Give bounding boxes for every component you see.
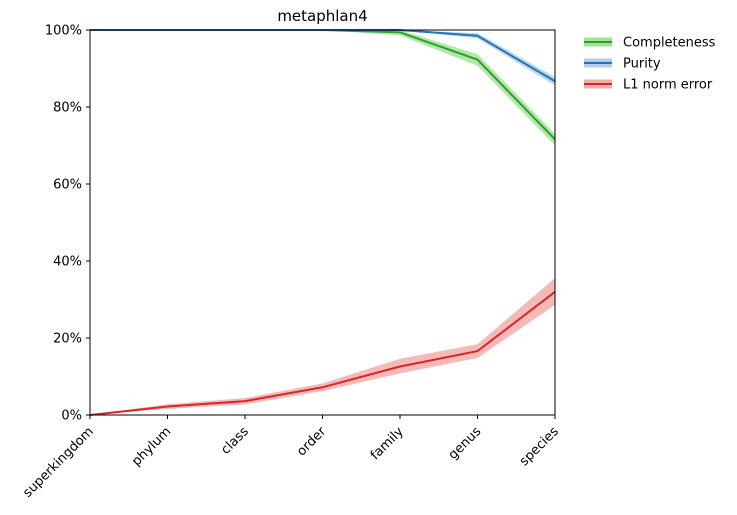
y-tick-label: 60% <box>53 178 82 193</box>
completeness-legend-label: Completeness <box>623 36 716 51</box>
x-axis: superkingdom phylum class order family genus s… <box>20 415 562 501</box>
y-tick-label: 20% <box>53 332 82 347</box>
completeness-line <box>90 29 556 141</box>
x-tick-label: order <box>294 424 330 460</box>
l1-norm-error-line <box>89 291 556 416</box>
plot-frame <box>89 29 556 416</box>
l1-norm-error-legend-label: L1 norm error <box>623 78 713 93</box>
purity-band <box>90 30 555 86</box>
x-tick-label: phylum <box>129 424 174 469</box>
y-tick-label: 100% <box>45 24 82 39</box>
y-tick-label: 0% <box>61 409 82 424</box>
legend: Completeness Purity L1 norm error <box>584 36 716 93</box>
purity-legend-label: Purity <box>623 57 661 72</box>
x-tick-label: species <box>517 424 562 469</box>
y-tick-label: 40% <box>53 255 82 270</box>
chart-title: metaphlan4 <box>277 7 367 25</box>
confidence-bands <box>90 30 555 415</box>
l1-norm-error-band <box>90 277 555 415</box>
series-lines <box>89 29 556 416</box>
x-tick-label: class <box>218 424 252 458</box>
y-axis: 0% 20% 40% 60% 80% 100% <box>45 24 90 424</box>
completeness-band <box>90 30 555 146</box>
x-tick-label: superkingdom <box>20 424 96 500</box>
x-tick-label: genus <box>446 424 485 463</box>
x-tick-label: family <box>368 424 407 463</box>
y-tick-label: 80% <box>53 101 82 116</box>
